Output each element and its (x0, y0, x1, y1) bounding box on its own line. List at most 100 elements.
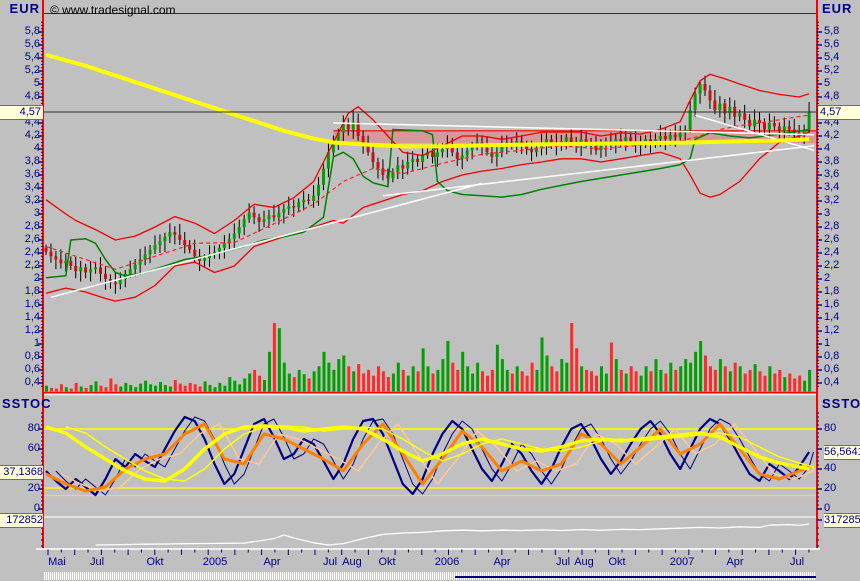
x-axis-label: Okt (608, 556, 626, 568)
momentum-value-box-right: 317285 (824, 513, 860, 528)
x-axis-label: 2006 (434, 556, 460, 568)
price-tick-label-right: 5,6 (824, 38, 840, 50)
x-axis-label: Mai (48, 556, 66, 568)
white-trendline-3 (333, 122, 815, 136)
price-tick-label-left: 3,6 (24, 168, 40, 180)
price-tick-label-left: 5,6 (24, 38, 40, 50)
price-tick-label-left: 2,6 (24, 233, 40, 245)
price-tick-label-right: 0,8 (824, 350, 840, 362)
price-tick-label-left: 5,4 (24, 51, 40, 63)
price-tick-label-right: 2,2 (824, 259, 840, 271)
price-tick-label-right: 4 (824, 142, 831, 154)
x-axis-label: Aug (574, 556, 594, 568)
price-tick-label-left: 5,8 (24, 25, 40, 37)
price-tick-label-right: 5,4 (824, 51, 840, 63)
sstoc-tick-label-left: 60 (27, 442, 40, 454)
sstoc-tick-label-right: 80 (824, 422, 837, 434)
price-tick-label-right: 3,6 (824, 168, 840, 180)
price-tick-label-right: 4,2 (824, 129, 840, 141)
price-tick-label-right: 2 (824, 272, 831, 284)
price-tick-label-left: 3 (33, 207, 40, 219)
price-tick-label-right: 2,6 (824, 233, 840, 245)
price-tick-label-left: 1,4 (24, 311, 40, 323)
x-axis-label: Aug (342, 556, 362, 568)
price-tick-label-right: 5,8 (824, 25, 840, 37)
currency-label-right: EUR (822, 1, 853, 16)
white-trendline-2 (382, 145, 815, 197)
sstoc-value-box-right: 56,5641 (824, 445, 860, 460)
price-tick-label-left: 4,2 (24, 129, 40, 141)
price-tick-label-left: 1 (33, 337, 40, 349)
x-axis-label: Jul (322, 556, 338, 568)
sstoc-tick-label-left: 80 (27, 422, 40, 434)
bollinger-lower-line (45, 131, 810, 302)
price-tick-label-right: 0,6 (824, 363, 840, 375)
sstoc-tick-label-left: 0 (33, 502, 40, 514)
time-scrollbar-track[interactable] (44, 572, 816, 580)
price-tick-label-right: 1,8 (824, 285, 840, 297)
copyright-text: © www.tradesignal.com (50, 3, 176, 17)
price-tick-label-left: 3,4 (24, 181, 40, 193)
x-axis-label: Jul (89, 556, 105, 568)
price-tick-label-right: 3,2 (824, 194, 840, 206)
price-tick-label-left: 2,2 (24, 259, 40, 271)
x-axis-label: Apr (493, 556, 511, 568)
volume-bars (45, 323, 812, 392)
sstoc-tick-label-right: 40 (824, 462, 837, 474)
x-axis-label: Jul (555, 556, 571, 568)
white-trendline-4 (694, 114, 815, 152)
last-price-box-left: 4,57 (0, 105, 43, 120)
price-tick-label-left: 2 (33, 272, 40, 284)
price-tick-label-right: 5,2 (824, 64, 840, 76)
price-tick-label-right: 0,4 (824, 376, 840, 388)
price-tick-label-left: 4,8 (24, 90, 40, 102)
price-tick-label-right: 3 (824, 207, 831, 219)
price-tick-label-left: 0,4 (24, 376, 40, 388)
x-axis-label: Okt (146, 556, 164, 568)
price-tick-label-left: 4 (33, 142, 40, 154)
price-tick-label-right: 5 (824, 77, 831, 89)
bollinger-upper-line (45, 73, 810, 241)
x-axis-label: Jul (789, 556, 805, 568)
price-tick-label-left: 1,6 (24, 298, 40, 310)
price-tick-label-left: 5 (33, 77, 40, 89)
price-tick-label-right: 1,6 (824, 298, 840, 310)
price-tick-label-right: 2,4 (824, 246, 840, 258)
x-axis-label: 2005 (202, 556, 228, 568)
momentum-value-box-left: 172852 (0, 513, 43, 528)
sstoc-tick-label-right: 20 (824, 482, 837, 494)
x-axis-label: Apr (726, 556, 744, 568)
price-tick-label-right: 1,4 (824, 311, 840, 323)
price-tick-label-left: 3,8 (24, 155, 40, 167)
sstoc-slow-signal-line (60, 423, 815, 492)
price-tick-label-right: 3,4 (824, 181, 840, 193)
time-scrollbar-thumb[interactable] (455, 576, 816, 578)
price-tick-label-right: 2,8 (824, 220, 840, 232)
sstoc-smooth-line (45, 424, 810, 483)
x-axis-label: Apr (263, 556, 281, 568)
momentum-line (95, 523, 810, 546)
sstoc-panel-title-right: SSTOC (822, 396, 860, 411)
sstoc-tick-label-left: 20 (27, 482, 40, 494)
sstoc-percent-k-line (45, 415, 811, 497)
x-axis-label: 2007 (669, 556, 695, 568)
sstoc-panel-title-left: SSTOC (2, 396, 52, 411)
axis-ticks (38, 21, 822, 555)
price-tick-label-left: 3,2 (24, 194, 40, 206)
price-tick-label-left: 1,8 (24, 285, 40, 297)
last-price-box-right: 4,57 (818, 105, 860, 120)
currency-label-left: EUR (9, 1, 40, 16)
price-tick-label-right: 3,8 (824, 155, 840, 167)
yellow-ma-line (45, 52, 810, 149)
price-tick-label-left: 2,8 (24, 220, 40, 232)
price-tick-label-right: 4,8 (824, 90, 840, 102)
price-tick-label-left: 0,6 (24, 363, 40, 375)
white-trendline-1 (50, 182, 483, 298)
sstoc-slow-line (45, 422, 810, 493)
x-axis-label: Okt (378, 556, 396, 568)
price-tick-label-left: 2,4 (24, 246, 40, 258)
sstoc-tick-label-right: 0 (824, 502, 831, 514)
price-tick-label-right: 1 (824, 337, 831, 349)
